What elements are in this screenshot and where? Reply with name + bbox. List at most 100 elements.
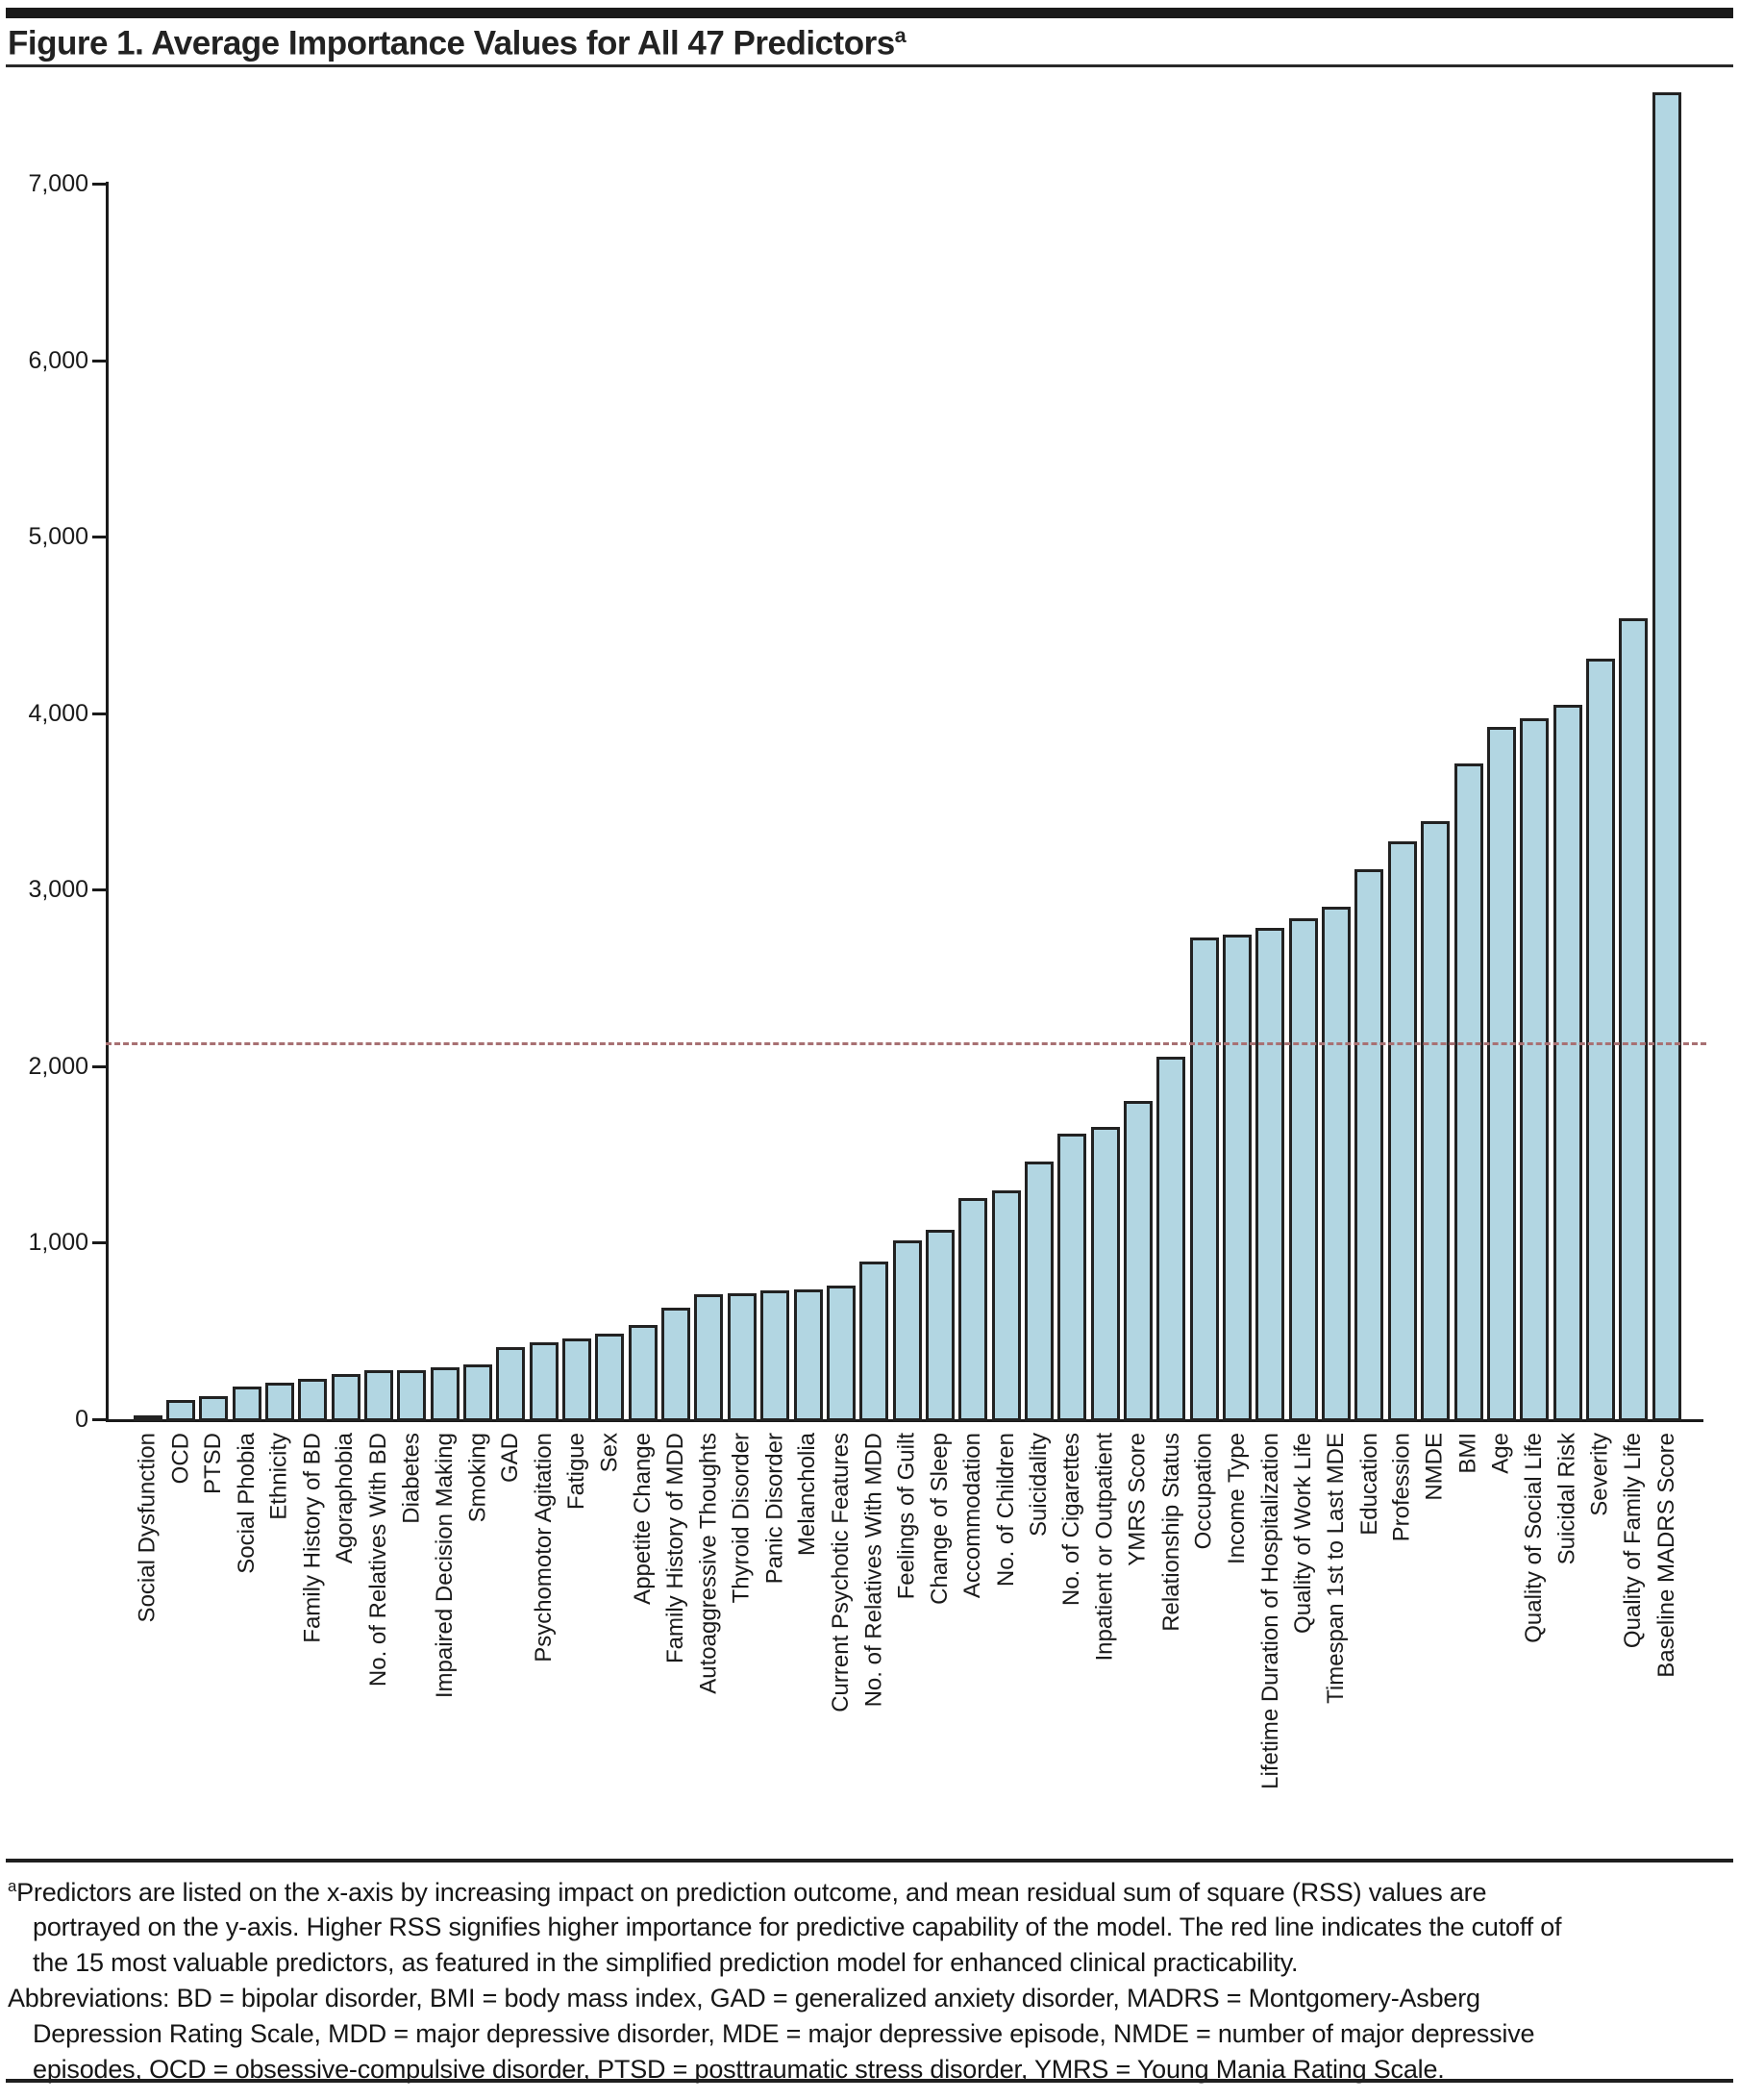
footnote-line-1-text: Predictors are listed on the x-axis by i… [16,1878,1487,1907]
footnote-line-5: Depression Rating Scale, MDD = major dep… [33,2019,1535,2048]
bar [463,1364,492,1421]
y-tick-mark [92,359,106,362]
bar [233,1387,261,1421]
bar [926,1230,955,1421]
x-tick-label: Autoaggressive Thoughts [695,1433,722,1694]
x-tick-label: Diabetes [398,1433,425,1524]
figure-title-superscript: a [894,23,907,47]
title-rule [6,64,1733,67]
bar [1057,1134,1086,1421]
bar [1025,1162,1054,1421]
bar [1289,918,1318,1421]
bar [1421,821,1450,1421]
x-tick-label: Lifetime Duration of Hospitalization [1256,1433,1283,1789]
bar [1156,1057,1185,1421]
x-tick-label: Quality of Social Life [1521,1433,1548,1643]
bar [496,1347,525,1421]
figure-top-rule [6,8,1733,18]
footnote-superscript: a [8,1877,17,1895]
bar [332,1374,360,1421]
y-axis-line [106,182,109,1422]
x-tick-label: Smoking [464,1433,490,1523]
footnote-line-3: the 15 most valuable predictors, as feat… [33,1948,1299,1977]
y-tick-mark [92,1241,106,1245]
x-tick-label: Change of Sleep [926,1433,953,1605]
x-tick-label: Agoraphobia [332,1433,359,1564]
bar [134,1415,162,1421]
x-tick-label: GAD [497,1433,524,1484]
bar [1586,659,1615,1421]
bar [1652,92,1681,1421]
x-tick-label: Timespan 1st to Last MDE [1323,1433,1350,1704]
footnote-line-2: portrayed on the y-axis. Higher RSS sign… [33,1912,1562,1941]
x-tick-label: Occupation [1190,1433,1217,1550]
bar [530,1342,559,1421]
x-tick-label: Ethnicity [265,1433,292,1520]
x-tick-label: Panic Disorder [761,1433,788,1585]
x-tick-label: NMDE [1422,1433,1449,1501]
x-tick-label: No. of Cigarettes [1058,1433,1085,1607]
x-tick-label: Social Dysfunction [134,1433,161,1623]
bar [893,1240,922,1421]
bar [1487,727,1516,1421]
x-tick-label: Suicidal Risk [1553,1433,1580,1565]
x-tick-label: No. of Relatives With MDD [860,1433,887,1708]
x-tick-label: No. of Relatives With BD [364,1433,391,1688]
x-tick-label: PTSD [200,1433,227,1495]
x-tick-label: Suicidality [1025,1433,1052,1538]
x-tick-label: Social Phobia [233,1433,260,1574]
bar [794,1289,823,1421]
y-tick-label: 6,000 [28,346,88,374]
bar [958,1198,987,1421]
x-tick-label: Inpatient or Outpatient [1091,1433,1118,1662]
bar [199,1396,228,1421]
x-tick-label: Income Type [1224,1433,1251,1564]
x-tick-label: BMI [1454,1433,1481,1474]
x-tick-label: Relationship Status [1157,1433,1184,1632]
bar [1354,869,1383,1421]
bar [1454,763,1483,1421]
footnote-top-rule [6,1859,1733,1862]
bar [431,1367,460,1421]
x-tick-label: Current Psychotic Features [827,1433,854,1712]
x-tick-label: Thyroid Disorder [728,1433,755,1604]
x-tick-label: YMRS Score [1125,1433,1151,1566]
footnote-line-1: aPredictors are listed on the x-axis by … [8,1877,1486,1908]
bar [298,1379,327,1421]
bar [1322,907,1351,1421]
bar-chart: 0 1,000 2,000 3,000 4,000 5,000 6,000 7,000 Soc… [28,92,1706,1789]
bar [1619,618,1648,1421]
bar [364,1370,393,1421]
bar [265,1383,294,1421]
y-tick-mark [92,1418,106,1421]
x-tick-label: Quality of Family Life [1620,1433,1647,1649]
bar [166,1400,195,1421]
bar [1520,718,1549,1421]
bar [760,1290,789,1421]
y-tick-mark [92,1064,106,1068]
x-tick-label: Family History of MDD [662,1433,689,1664]
y-tick-label: 4,000 [28,699,88,727]
bar [397,1370,426,1421]
y-tick-label: 0 [75,1406,88,1433]
x-tick-label: Age [1487,1433,1514,1474]
y-tick-label: 7,000 [28,170,88,197]
x-tick-label: Severity [1586,1433,1613,1516]
figure-title: Figure 1. Average Importance Values for … [8,23,907,63]
bar [595,1334,624,1421]
x-tick-label: Sex [596,1433,623,1473]
x-tick-label: Accommodation [959,1433,986,1599]
x-tick-label: Family History of BD [299,1433,326,1643]
x-tick-label: Baseline MADRS Score [1652,1433,1679,1678]
y-tick-label: 5,000 [28,523,88,551]
y-tick-mark [92,183,106,186]
bar [728,1293,757,1421]
x-tick-label: Feelings of Guilt [893,1433,920,1600]
x-tick-label: Impaired Decision Making [431,1433,458,1699]
x-tick-label: OCD [166,1433,193,1485]
bar [1091,1127,1120,1421]
x-tick-label: Psychomotor Agitation [530,1433,557,1662]
bar [629,1325,658,1421]
figure-bottom-rule [6,2079,1733,2083]
y-tick-label: 1,000 [28,1229,88,1257]
